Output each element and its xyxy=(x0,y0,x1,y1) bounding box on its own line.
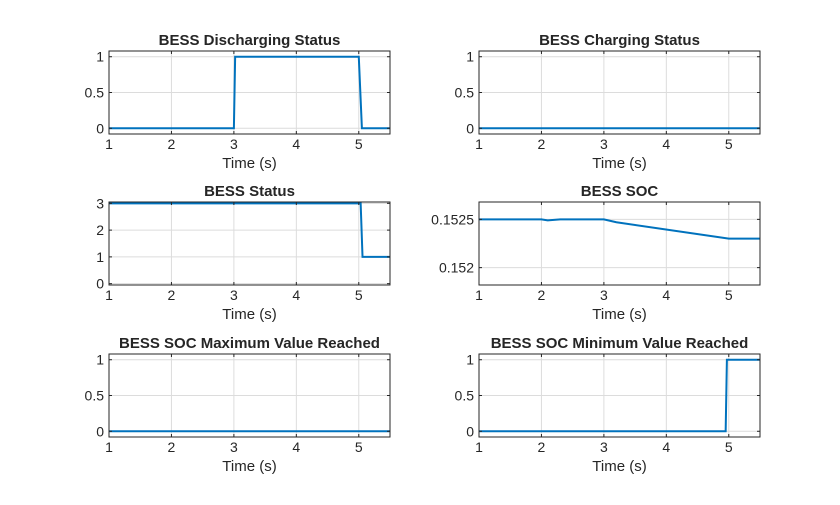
x-tick-label: 3 xyxy=(600,136,608,152)
axes-box xyxy=(108,201,391,286)
x-tick-label: 2 xyxy=(168,136,176,152)
x-tick-label: 5 xyxy=(725,287,733,303)
x-tick-label: 4 xyxy=(662,136,670,152)
y-tick-label: 3 xyxy=(96,195,104,211)
y-tick-label: 0.5 xyxy=(455,85,475,101)
subplot-title: BESS SOC Minimum Value Reached xyxy=(491,335,749,352)
x-tick-label: 1 xyxy=(105,439,113,455)
x-tick-label: 1 xyxy=(475,287,483,303)
x-axis-label: Time (s) xyxy=(592,155,646,172)
x-axis-label: Time (s) xyxy=(222,306,276,323)
subplot-6: 1 2 3 4 5 0 0.5 1 BESS SOC Minimum Value Reached… xyxy=(455,335,761,475)
x-tick-label: 2 xyxy=(538,136,546,152)
x-tick-label: 2 xyxy=(538,287,546,303)
y-tick-label: 0.1525 xyxy=(431,211,474,227)
y-tick-label: 0 xyxy=(466,423,474,439)
subplot-title: BESS SOC xyxy=(581,183,659,200)
subplot-1: 1 2 3 4 5 0 0.5 1 BESS Discharging Status Time (s… xyxy=(85,32,391,172)
x-tick-label: 5 xyxy=(725,439,733,455)
y-tick-label: 0 xyxy=(96,120,104,136)
x-tick-label: 3 xyxy=(600,287,608,303)
series-line xyxy=(479,218,760,240)
x-axis-label: Time (s) xyxy=(222,458,276,475)
axes-box xyxy=(478,201,761,286)
x-tick-label: 4 xyxy=(292,439,300,455)
y-tick-label: 2 xyxy=(96,222,104,238)
x-tick-label: 1 xyxy=(475,136,483,152)
y-tick-label: 0 xyxy=(466,120,474,136)
series-line xyxy=(109,55,390,130)
subplot-2: 1 2 3 4 5 0 0.5 1 BESS Charging Status Time (s) xyxy=(455,32,761,172)
x-tick-label: 3 xyxy=(600,439,608,455)
plot-area xyxy=(479,202,760,285)
subplot-title: BESS SOC Maximum Value Reached xyxy=(119,335,380,352)
x-tick-label: 2 xyxy=(168,439,176,455)
x-tick-label: 1 xyxy=(105,136,113,152)
x-tick-label: 4 xyxy=(292,136,300,152)
x-axis-label: Time (s) xyxy=(222,155,276,172)
x-tick-label: 5 xyxy=(355,439,363,455)
x-tick-label: 5 xyxy=(355,287,363,303)
y-tick-label: 0.152 xyxy=(439,260,474,276)
x-tick-label: 4 xyxy=(662,287,670,303)
y-tick-label: 1 xyxy=(466,352,474,368)
subplot-title: BESS Status xyxy=(204,183,295,200)
y-tick-label: 1 xyxy=(96,249,104,265)
x-tick-label: 3 xyxy=(230,287,238,303)
x-tick-label: 5 xyxy=(725,136,733,152)
y-tick-label: 1 xyxy=(96,352,104,368)
x-tick-label: 5 xyxy=(355,136,363,152)
x-tick-label: 4 xyxy=(662,439,670,455)
x-tick-label: 1 xyxy=(475,439,483,455)
x-axis-label: Time (s) xyxy=(592,306,646,323)
y-tick-label: 0 xyxy=(96,423,104,439)
subplot-5: 1 2 3 4 5 0 0.5 1 BESS SOC Maximum Value Reached… xyxy=(85,335,391,475)
y-tick-label: 1 xyxy=(466,49,474,65)
x-tick-label: 1 xyxy=(105,287,113,303)
y-tick-label: 0 xyxy=(96,276,104,292)
y-tick-label: 1 xyxy=(96,49,104,65)
plot-area xyxy=(109,202,390,285)
subplot-4: 1 2 3 4 5 0.152 0.1525 BESS SOC Time (s) xyxy=(431,183,761,323)
y-tick-label: 0.5 xyxy=(455,388,475,404)
y-tick-label: 0.5 xyxy=(85,85,105,101)
subplot-title: BESS Charging Status xyxy=(539,32,700,49)
x-tick-label: 2 xyxy=(168,287,176,303)
series-line xyxy=(479,358,760,433)
y-tick-label: 0.5 xyxy=(85,388,105,404)
x-tick-label: 2 xyxy=(538,439,546,455)
x-tick-label: 4 xyxy=(292,287,300,303)
x-tick-label: 3 xyxy=(230,439,238,455)
x-axis-label: Time (s) xyxy=(592,458,646,475)
subplot-title: BESS Discharging Status xyxy=(159,32,341,49)
x-tick-label: 3 xyxy=(230,136,238,152)
series-line xyxy=(109,202,390,258)
